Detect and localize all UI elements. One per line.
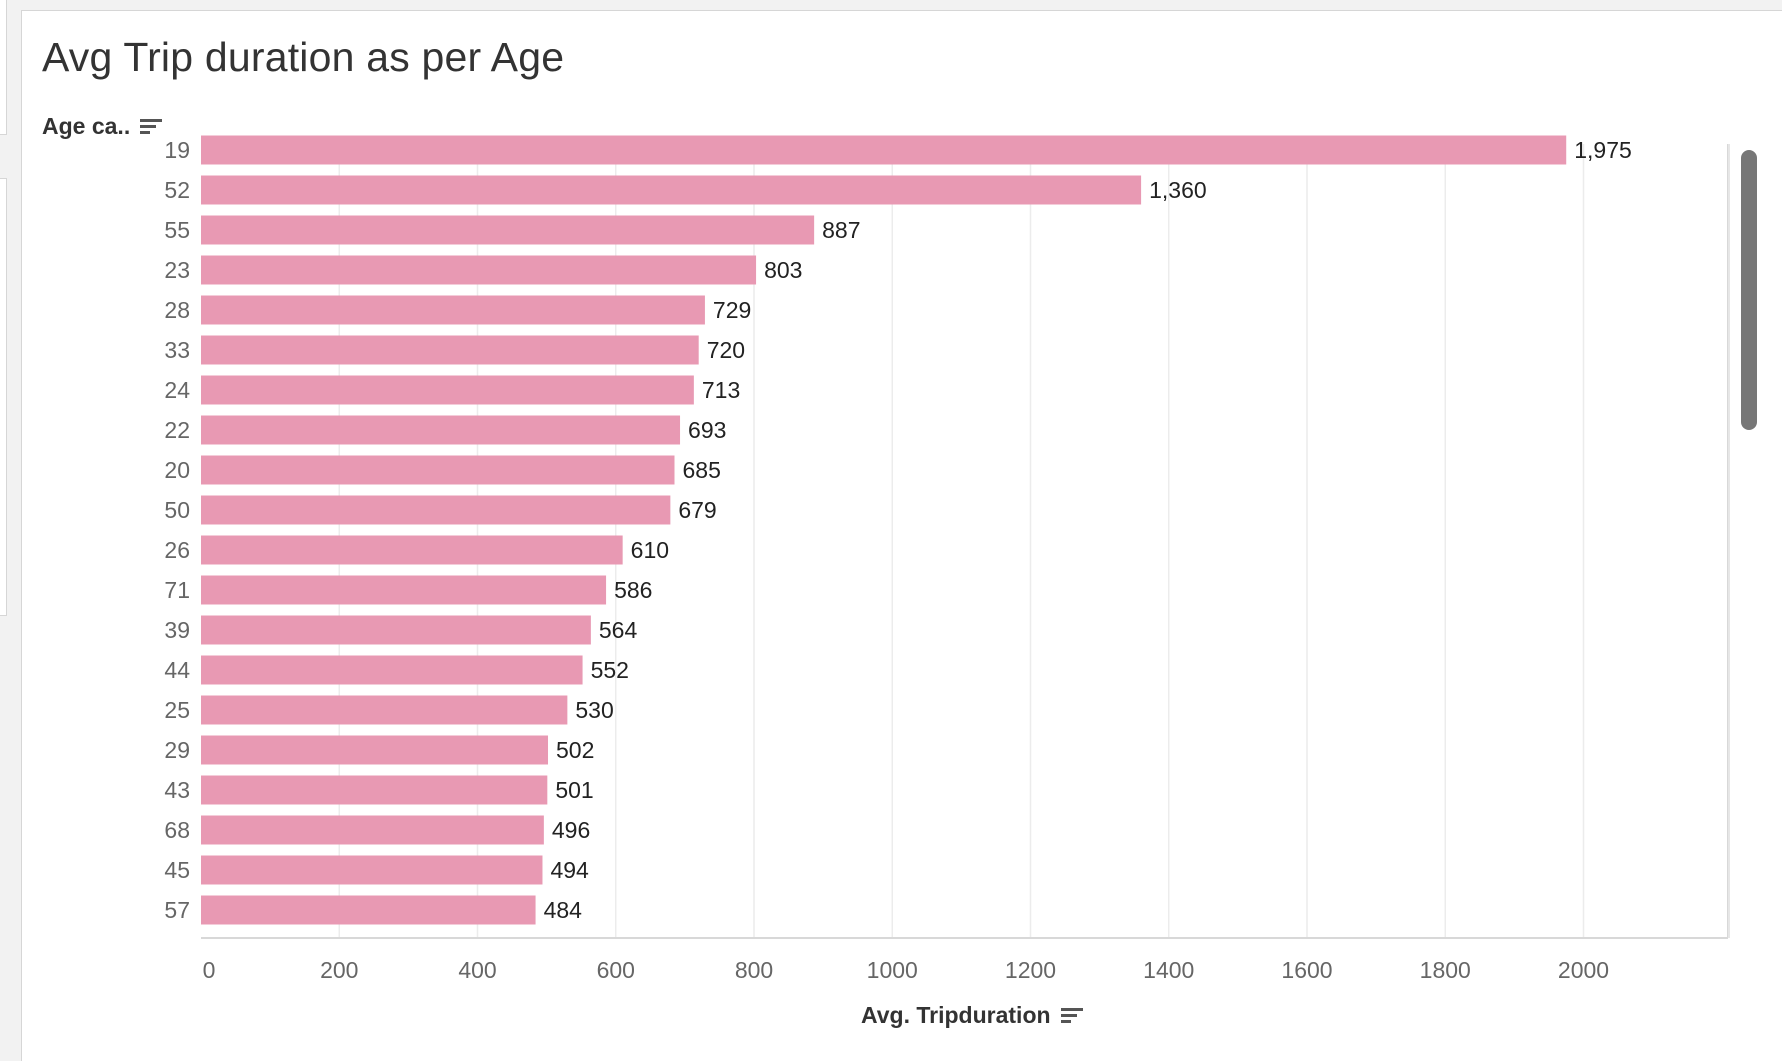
data-label: 713 <box>702 377 740 403</box>
y-tick-label: 23 <box>164 257 190 283</box>
y-tick-label: 28 <box>164 297 190 323</box>
data-label: 729 <box>713 297 751 323</box>
bar <box>201 735 549 765</box>
y-tick-label: 44 <box>164 657 190 683</box>
data-label: 586 <box>614 577 652 603</box>
bar <box>201 855 543 885</box>
x-axis-header[interactable]: Avg. Tripduration <box>861 1002 1083 1029</box>
scrollbar-track <box>1728 144 1730 938</box>
bar <box>201 655 583 685</box>
y-tick-label: 43 <box>164 777 190 803</box>
x-tick-label: 200 <box>320 957 358 983</box>
data-label: 887 <box>822 217 860 243</box>
y-tick-label: 29 <box>164 737 190 763</box>
bar <box>201 615 591 645</box>
x-tick-label: 2000 <box>1558 957 1609 983</box>
bar <box>201 695 568 725</box>
bar <box>201 255 757 285</box>
bar <box>201 495 671 525</box>
bar <box>201 215 815 245</box>
y-axis-header-label: Age ca.. <box>42 113 131 139</box>
chart-title: Avg Trip duration as per Age <box>42 34 565 80</box>
x-tick-label: 1200 <box>1005 957 1056 983</box>
x-tick-label: 400 <box>458 957 496 983</box>
data-label: 494 <box>550 857 589 883</box>
data-label: 502 <box>556 737 594 763</box>
y-tick-label: 39 <box>164 617 190 643</box>
left-panel-fragment <box>0 0 7 135</box>
data-label: 1,975 <box>1574 137 1632 163</box>
y-tick-label: 57 <box>164 897 190 923</box>
data-label: 564 <box>599 617 638 643</box>
y-tick-label: 20 <box>164 457 190 483</box>
data-label: 693 <box>688 417 726 443</box>
data-label: 685 <box>683 457 721 483</box>
y-tick-label: 68 <box>164 817 190 843</box>
x-axis-header-label: Avg. Tripduration <box>861 1002 1051 1028</box>
y-tick-label: 26 <box>164 537 190 563</box>
data-label: 610 <box>631 537 669 563</box>
left-panel-fragment <box>0 178 7 616</box>
y-tick-label: 50 <box>164 497 190 523</box>
x-tick-label: 800 <box>735 957 773 983</box>
bar <box>201 295 705 325</box>
y-axis-header[interactable]: Age ca.. <box>42 113 163 140</box>
bar <box>201 575 607 605</box>
bar <box>201 335 699 365</box>
y-tick-label: 19 <box>164 137 190 163</box>
bar <box>201 375 694 405</box>
bar <box>201 775 548 805</box>
scrollbar-thumb[interactable] <box>1741 150 1757 430</box>
x-tick-label: 1400 <box>1143 957 1194 983</box>
sort-icon[interactable] <box>140 116 163 137</box>
y-tick-label: 25 <box>164 697 190 723</box>
data-label: 679 <box>678 497 716 523</box>
data-label: 484 <box>544 897 583 923</box>
y-tick-label: 52 <box>164 177 190 203</box>
y-tick-label: 71 <box>164 577 190 603</box>
bar <box>201 535 623 565</box>
x-tick-label: 0 <box>203 957 216 983</box>
y-tick-label: 55 <box>164 217 190 243</box>
bar <box>201 455 675 485</box>
bar <box>201 175 1142 205</box>
data-label: 803 <box>764 257 802 283</box>
bar <box>201 415 681 445</box>
y-tick-label: 24 <box>164 377 190 403</box>
data-label: 530 <box>575 697 613 723</box>
bar <box>201 815 544 845</box>
data-label: 720 <box>707 337 745 363</box>
y-tick-label: 22 <box>164 417 190 443</box>
data-label: 1,360 <box>1149 177 1207 203</box>
x-tick-label: 600 <box>597 957 635 983</box>
bar <box>201 135 1567 165</box>
x-tick-label: 1600 <box>1281 957 1332 983</box>
data-label: 552 <box>591 657 629 683</box>
x-tick-label: 1800 <box>1420 957 1471 983</box>
x-tick-label: 1000 <box>867 957 918 983</box>
data-label: 501 <box>555 777 593 803</box>
bar <box>201 895 536 925</box>
data-label: 496 <box>552 817 590 843</box>
y-tick-label: 45 <box>164 857 190 883</box>
y-tick-label: 33 <box>164 337 190 363</box>
sort-icon[interactable] <box>1060 1005 1083 1026</box>
